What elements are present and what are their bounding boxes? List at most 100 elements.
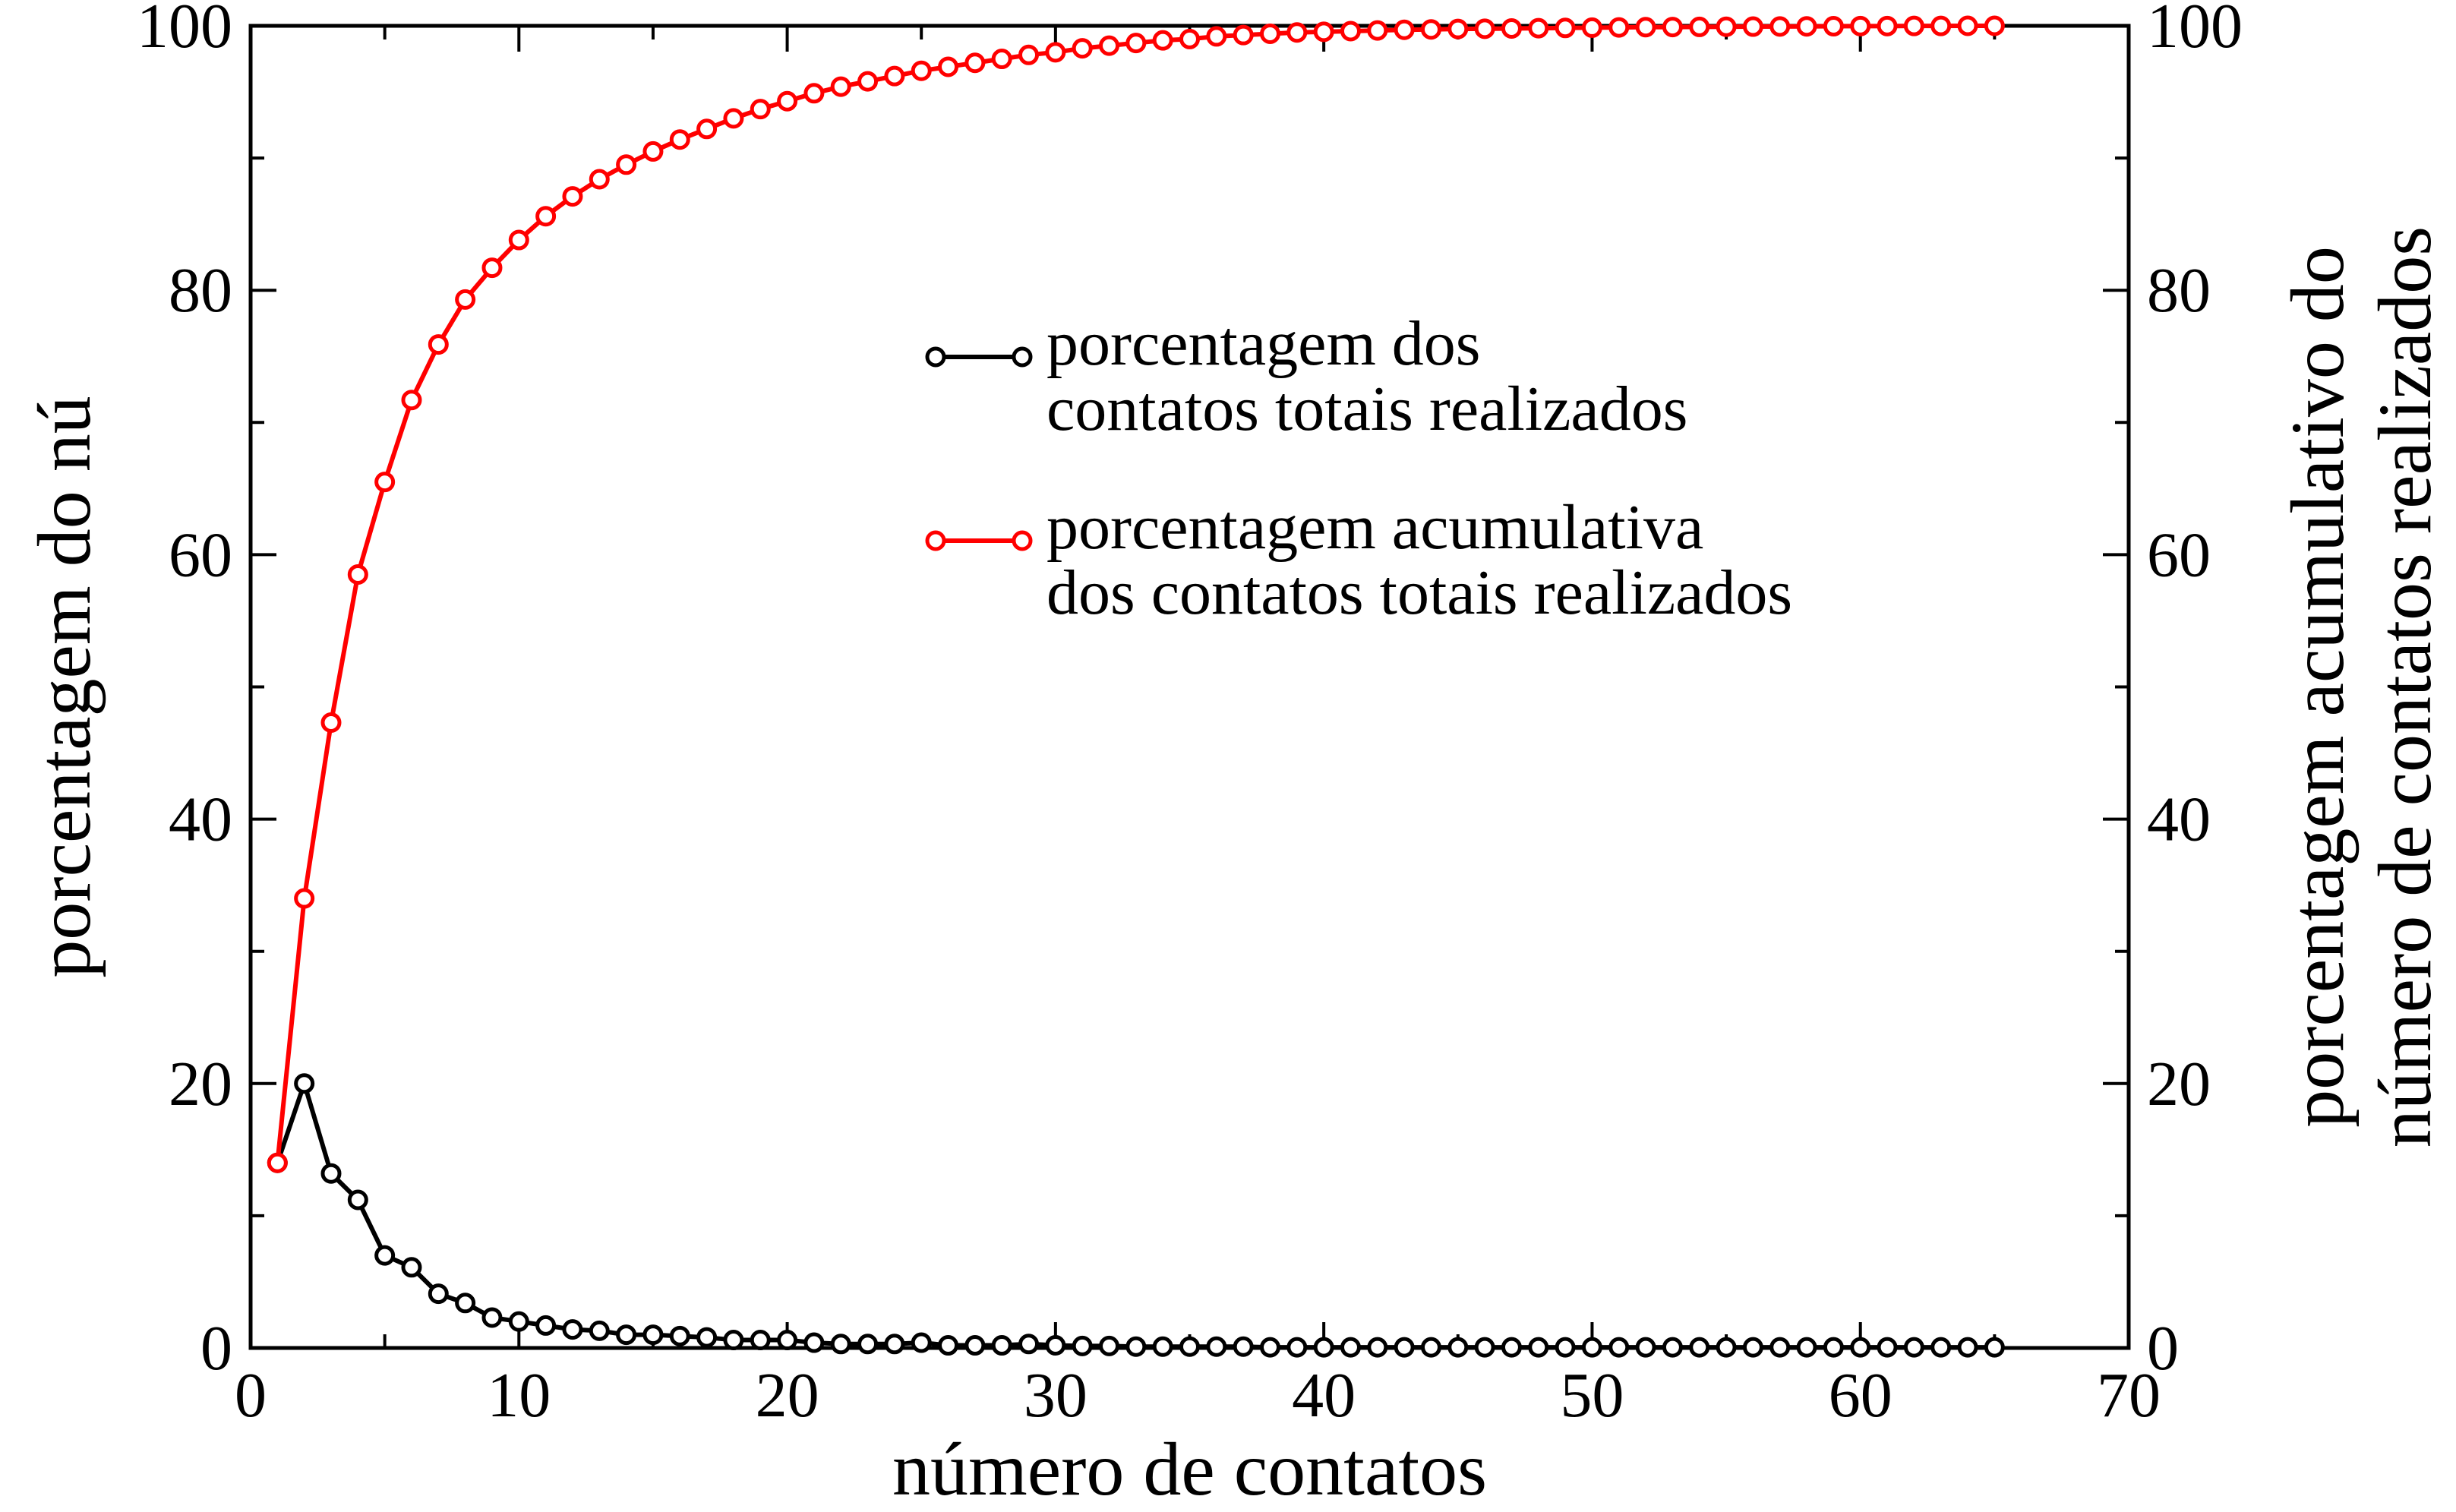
series-1-point bbox=[723, 1330, 744, 1351]
x-tick-label: 0 bbox=[235, 1360, 267, 1431]
series-line-1 bbox=[275, 1081, 1995, 1350]
series-1-point bbox=[347, 1189, 368, 1211]
series-1-point bbox=[938, 1335, 959, 1356]
series-1-point bbox=[1501, 1337, 1522, 1358]
series-2-point bbox=[267, 1152, 288, 1173]
series-2-point bbox=[1608, 17, 1630, 38]
series-2-point bbox=[1877, 15, 1898, 36]
series-2-point bbox=[1286, 22, 1308, 43]
series-1-point bbox=[1447, 1337, 1469, 1358]
plot-frame bbox=[248, 24, 2131, 1350]
series-1-point bbox=[1903, 1337, 1924, 1358]
series-1-point bbox=[1313, 1337, 1334, 1358]
x-axis-title: número de contatos bbox=[892, 1427, 1487, 1511]
series-2-point bbox=[1823, 16, 1844, 37]
series-2-point bbox=[991, 49, 1012, 70]
y-left-tick-label: 40 bbox=[169, 784, 232, 855]
series-2-point bbox=[1769, 16, 1791, 37]
series-1-point bbox=[1769, 1337, 1791, 1358]
series-2-point bbox=[857, 71, 879, 92]
series-1-point bbox=[964, 1335, 986, 1356]
series-2-point bbox=[1125, 33, 1147, 54]
y-right-tick-label: 40 bbox=[2147, 784, 2211, 855]
x-tick-label: 70 bbox=[2097, 1360, 2161, 1431]
series-2-point bbox=[1930, 15, 1952, 36]
series-1-point bbox=[1018, 1334, 1040, 1355]
series-2-point bbox=[616, 154, 637, 175]
x-tick-label: 40 bbox=[1292, 1360, 1356, 1431]
series-1-point bbox=[884, 1334, 905, 1355]
series-1-point bbox=[1286, 1337, 1308, 1358]
series-1-point bbox=[1635, 1337, 1656, 1358]
series-2-point bbox=[347, 564, 368, 586]
series-2-point bbox=[1689, 16, 1710, 37]
y-right-tick-label: 100 bbox=[2147, 0, 2243, 62]
series-1-point bbox=[1689, 1337, 1710, 1358]
series-1-point bbox=[1555, 1337, 1576, 1358]
y-left-tick-label: 100 bbox=[137, 0, 232, 62]
y-left-tick-label: 60 bbox=[169, 519, 232, 590]
series-2-point bbox=[1957, 15, 1978, 36]
series-2-point bbox=[750, 99, 771, 120]
series-1-point bbox=[374, 1245, 396, 1266]
series-2-point bbox=[803, 83, 825, 104]
series-2-point bbox=[508, 229, 529, 251]
series-2-point bbox=[1045, 42, 1066, 63]
series-1-point bbox=[320, 1163, 342, 1184]
series-1-point bbox=[642, 1324, 664, 1346]
series-2-point bbox=[642, 140, 664, 162]
series-1-point bbox=[1581, 1337, 1602, 1358]
series-2-point bbox=[1099, 35, 1120, 56]
series-1-point bbox=[1179, 1336, 1200, 1357]
series-2-point bbox=[481, 257, 503, 279]
series-1-point bbox=[1984, 1337, 2005, 1358]
series-2-point bbox=[535, 206, 557, 227]
series-1-point bbox=[508, 1311, 529, 1332]
x-tick-label: 10 bbox=[487, 1360, 551, 1431]
series-1-point bbox=[803, 1332, 825, 1353]
y-left-tick-label: 20 bbox=[169, 1049, 232, 1119]
series-1-point bbox=[1474, 1337, 1495, 1358]
series-group bbox=[267, 15, 2005, 1358]
series-1-point bbox=[562, 1319, 583, 1340]
y-right-tick-label: 80 bbox=[2147, 255, 2211, 326]
series-2-point bbox=[1313, 21, 1334, 43]
series-1-point bbox=[294, 1073, 315, 1094]
series-1-point bbox=[1930, 1337, 1952, 1358]
series-2-point bbox=[1474, 18, 1495, 39]
series-2-point bbox=[1394, 19, 1415, 40]
series-1-point bbox=[1045, 1335, 1066, 1356]
series-1-point bbox=[1125, 1336, 1147, 1357]
series-1-point bbox=[750, 1330, 771, 1351]
series-1-point bbox=[911, 1332, 932, 1353]
series-1-point bbox=[1608, 1337, 1630, 1358]
series-1-point bbox=[777, 1330, 798, 1351]
series-1-point bbox=[857, 1334, 879, 1355]
series-2-point bbox=[1233, 24, 1254, 46]
series-2-point bbox=[1903, 15, 1924, 36]
series-2-point bbox=[294, 888, 315, 909]
y-right-tick-label: 60 bbox=[2147, 519, 2211, 590]
series-2-point bbox=[1018, 44, 1040, 65]
y-axis-title-left: porcentagem do nú bbox=[22, 396, 106, 977]
series-1-point bbox=[1823, 1337, 1844, 1358]
series-1-point bbox=[1259, 1337, 1280, 1358]
series-1-point bbox=[1957, 1337, 1978, 1358]
series-2-point bbox=[830, 76, 851, 97]
series-2-point bbox=[1796, 16, 1817, 37]
legend-label-2-line-1: porcentagem acumulativa bbox=[1046, 492, 1703, 563]
x-tick-label: 50 bbox=[1560, 1360, 1624, 1431]
legend-label-1-line-1: porcentagem dos bbox=[1046, 308, 1480, 379]
series-2-point bbox=[669, 129, 690, 150]
series-2-point bbox=[1259, 23, 1280, 44]
y-axis-title-right-line2: número de contatos realizados bbox=[2363, 226, 2447, 1147]
series-1-point bbox=[1528, 1337, 1549, 1358]
y-left-tick-label: 0 bbox=[200, 1313, 232, 1384]
series-2-point bbox=[938, 56, 959, 77]
series-1-point bbox=[455, 1293, 476, 1314]
legend-marker bbox=[1012, 346, 1033, 368]
series-2-point bbox=[696, 118, 718, 140]
series-1-point bbox=[1340, 1337, 1361, 1358]
series-2-point bbox=[911, 60, 932, 81]
series-1-point bbox=[830, 1334, 851, 1355]
